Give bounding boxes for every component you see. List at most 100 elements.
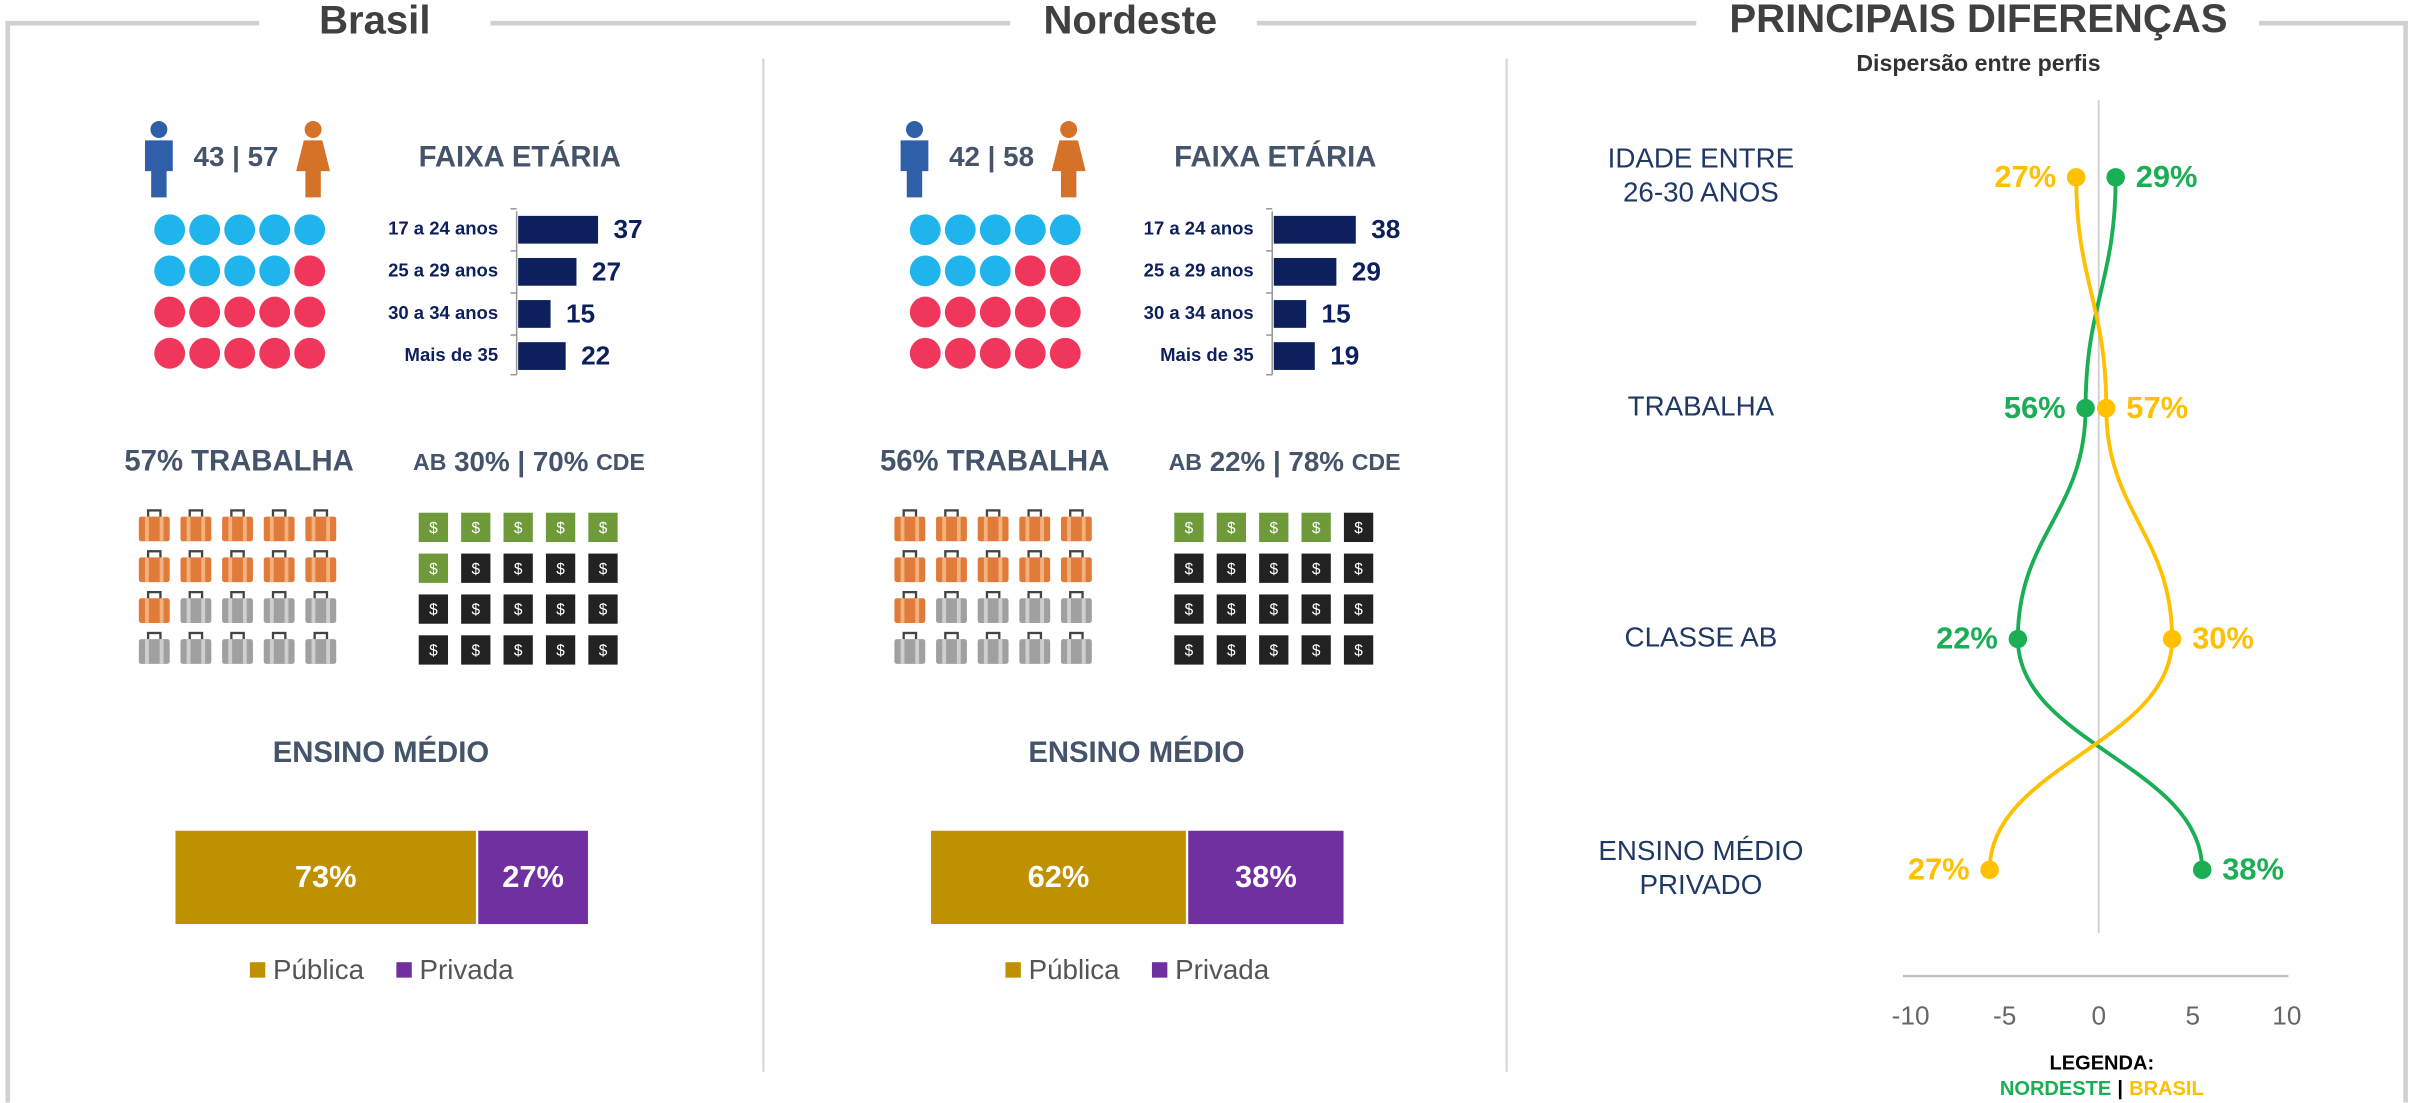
x-tick-label: 10 bbox=[2272, 1001, 2301, 1031]
money-symbol: $ bbox=[1227, 643, 1236, 660]
briefcase-icon bbox=[936, 509, 967, 542]
money-symbol: $ bbox=[1354, 643, 1363, 660]
briefcase-icon bbox=[977, 631, 1009, 664]
briefcase-stripe bbox=[1040, 598, 1045, 623]
briefcase-stripe bbox=[1040, 516, 1045, 542]
gender-dot bbox=[189, 214, 221, 246]
money-icon: $ bbox=[1343, 635, 1374, 665]
money-symbol: $ bbox=[1269, 602, 1278, 619]
money-icon: $ bbox=[418, 553, 449, 583]
money-symbol: $ bbox=[429, 561, 438, 578]
age-category-label: 17 a 24 anos bbox=[388, 218, 498, 239]
money-square bbox=[1216, 553, 1247, 583]
money-symbol: $ bbox=[1269, 561, 1278, 578]
money-symbol: $ bbox=[1312, 520, 1321, 537]
briefcase-icon bbox=[138, 550, 170, 583]
series-point bbox=[2008, 629, 2028, 649]
age-bar bbox=[1273, 342, 1315, 370]
age-category-label: 25 a 29 anos bbox=[388, 260, 498, 281]
gender-value: 43 bbox=[194, 141, 225, 172]
money-symbol: $ bbox=[1354, 561, 1363, 578]
gender-dot bbox=[944, 214, 976, 246]
legend-swatch bbox=[1005, 962, 1021, 978]
briefcase-body bbox=[894, 639, 926, 664]
gender-dot bbox=[909, 214, 941, 246]
gender-dot bbox=[259, 337, 291, 369]
briefcase-stripe bbox=[998, 598, 1003, 623]
briefcase-stripe bbox=[284, 598, 289, 623]
series-point bbox=[2097, 398, 2116, 418]
gender-value: 42 bbox=[949, 141, 980, 172]
school-bar bbox=[1185, 828, 1346, 927]
money-square bbox=[588, 635, 618, 665]
money-symbol: $ bbox=[514, 602, 523, 619]
briefcase-body bbox=[936, 598, 967, 623]
money-square bbox=[418, 594, 449, 624]
school-value-label: 27% bbox=[502, 859, 564, 894]
person-head bbox=[1060, 121, 1078, 139]
money-square bbox=[418, 512, 449, 543]
gender-dot bbox=[979, 214, 1011, 246]
money-square bbox=[1216, 512, 1247, 543]
gender-split: 42 | 58 bbox=[949, 141, 1034, 172]
chart-title: PRINCIPAIS DIFERENÇAS bbox=[1729, 0, 2227, 41]
money-square bbox=[503, 594, 533, 624]
category-label: PRIVADO bbox=[1639, 869, 1762, 900]
briefcase-stripe bbox=[326, 639, 331, 664]
category-label: CLASSE AB bbox=[1625, 621, 1778, 652]
money-square bbox=[1174, 635, 1204, 665]
briefcase-icon bbox=[1060, 590, 1092, 623]
class-value: 78% bbox=[1288, 446, 1344, 477]
money-square bbox=[545, 512, 576, 543]
gender-dot bbox=[909, 296, 941, 328]
series-point bbox=[2192, 860, 2212, 880]
money-square bbox=[1174, 553, 1204, 583]
gender-dot bbox=[979, 255, 1011, 287]
briefcase-icon bbox=[977, 590, 1009, 623]
briefcase-icon bbox=[1019, 509, 1051, 542]
briefcase-stripe bbox=[284, 639, 289, 664]
money-square bbox=[1343, 594, 1374, 624]
money-symbol: $ bbox=[471, 561, 480, 578]
briefcase-icon bbox=[180, 550, 212, 583]
money-square bbox=[461, 635, 491, 665]
age-value-label: 38 bbox=[1371, 214, 1400, 244]
legend-entry: NORDESTE bbox=[2000, 1078, 2111, 1100]
briefcase-stripe bbox=[242, 516, 247, 542]
briefcase-body bbox=[1019, 598, 1051, 623]
age-category-label: 30 a 34 anos bbox=[388, 302, 498, 323]
age-value-label: 29 bbox=[1352, 256, 1381, 286]
briefcase-stripe bbox=[326, 557, 331, 583]
briefcase-body bbox=[1019, 639, 1051, 664]
briefcase-stripe bbox=[159, 557, 164, 583]
briefcase-body bbox=[936, 639, 967, 664]
money-symbol: $ bbox=[514, 520, 523, 537]
gender-dot bbox=[189, 337, 221, 369]
money-symbol: $ bbox=[556, 643, 565, 660]
money-symbol: $ bbox=[599, 602, 608, 619]
money-square bbox=[1301, 512, 1331, 543]
money-icon: $ bbox=[503, 553, 533, 583]
money-square bbox=[545, 635, 576, 665]
money-square bbox=[1259, 594, 1289, 624]
point-label: 38% bbox=[2222, 852, 2284, 887]
briefcase-icon bbox=[977, 550, 1009, 583]
school-title: ENSINO MÉDIO bbox=[1028, 735, 1244, 769]
briefcase-body bbox=[894, 598, 926, 623]
money-square bbox=[461, 553, 491, 583]
money-icon: $ bbox=[1301, 635, 1331, 665]
money-icon: $ bbox=[1259, 594, 1289, 624]
gender-dot bbox=[259, 296, 291, 328]
x-tick-label: -5 bbox=[1993, 1001, 2016, 1031]
briefcase-stripe bbox=[186, 516, 191, 542]
gender-value: | bbox=[232, 141, 240, 172]
briefcase-stripe bbox=[201, 598, 206, 623]
briefcase-stripe bbox=[998, 639, 1003, 664]
legend-label: Privada bbox=[1175, 954, 1270, 985]
money-square bbox=[1259, 635, 1289, 665]
money-icon: $ bbox=[1216, 553, 1247, 583]
briefcase-stripe bbox=[915, 557, 920, 583]
gender-dot bbox=[189, 255, 221, 287]
briefcase-stripe bbox=[186, 557, 191, 583]
money-symbol: $ bbox=[514, 643, 523, 660]
